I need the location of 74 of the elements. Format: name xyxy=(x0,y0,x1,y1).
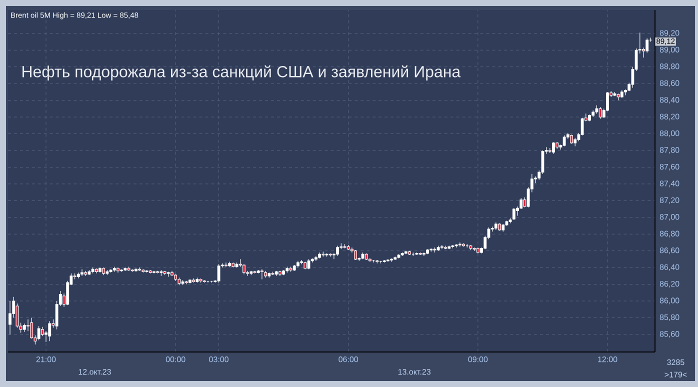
y-tick-label: 88,60 xyxy=(660,80,680,87)
y-tick-label: 87,00 xyxy=(660,214,680,221)
candlestick xyxy=(426,248,429,254)
y-tick-label: 87,40 xyxy=(660,180,680,188)
candlestick xyxy=(188,278,192,284)
y-tick-label: 88,20 xyxy=(660,114,680,120)
candlestick xyxy=(170,270,174,276)
x-tick-label: 06:00 xyxy=(338,356,358,362)
candlestick xyxy=(145,270,148,273)
y-tick-label: 88,00 xyxy=(660,130,680,138)
y-tick-label: 86,60 xyxy=(660,248,680,254)
candlestick xyxy=(292,264,296,272)
candlestick xyxy=(422,252,426,256)
candlestick xyxy=(552,142,555,154)
candlestick xyxy=(314,256,318,262)
text: Нефть подорожала из-за санкций США и заявлений Ирана xyxy=(22,65,461,81)
candlestick xyxy=(476,247,480,254)
candlestick xyxy=(458,242,462,247)
candlestick xyxy=(394,256,397,260)
y-tick-label: 85,80 xyxy=(660,314,680,322)
x-tick-label: 21:00 xyxy=(36,356,56,362)
candlestick xyxy=(354,250,358,260)
candlestick xyxy=(588,114,591,122)
x-tick-label: 12:00 xyxy=(598,356,618,362)
candlestick xyxy=(134,268,138,272)
text: 12.окт.23 xyxy=(78,368,111,375)
candlestick xyxy=(541,150,544,174)
candlestick xyxy=(386,258,390,262)
candlestick xyxy=(512,208,516,220)
candlestick xyxy=(336,246,340,256)
y-tick-label: 87,80 xyxy=(660,147,680,154)
candlestick xyxy=(570,134,573,144)
y-tick-label: 87,20 xyxy=(660,197,680,204)
text: >179< xyxy=(664,372,687,378)
y-tick-label: 86,00 xyxy=(660,298,680,304)
candlestick xyxy=(397,254,400,259)
candlestick xyxy=(152,270,156,274)
y-tick-label: 87,60 xyxy=(660,164,680,171)
candlestick xyxy=(498,222,501,232)
candlestick xyxy=(404,250,408,254)
candlestick xyxy=(556,142,559,150)
x-tick-label: 00:00 xyxy=(166,356,186,362)
candlestick xyxy=(116,267,120,273)
y-tick-label: 86,20 xyxy=(660,280,680,288)
y-tick-label: 85,60 xyxy=(660,331,680,338)
y-tick-label: 86,40 xyxy=(660,264,680,271)
x-tick-label: 03:00 xyxy=(209,356,228,362)
y-tick-label: 88,80 xyxy=(660,64,680,70)
candlestick xyxy=(8,300,12,335)
candlestick xyxy=(260,268,264,280)
candlestick xyxy=(98,267,102,273)
text: 13.окт.23 xyxy=(398,368,431,375)
candlestick xyxy=(232,262,235,268)
candlestick xyxy=(440,244,444,250)
candlestick xyxy=(242,264,246,275)
y-tick-label: 88,40 xyxy=(660,96,680,104)
candlestick xyxy=(264,270,268,278)
candlestick xyxy=(400,252,404,256)
candlestick xyxy=(296,260,300,268)
candlestick xyxy=(278,270,282,276)
candlestick xyxy=(80,268,84,276)
text: 3285 xyxy=(667,359,684,366)
candlestick xyxy=(382,260,386,263)
candlestick xyxy=(390,258,393,262)
candlestick xyxy=(109,268,112,273)
y-tick-label: 89,00 xyxy=(660,46,680,54)
candlestick xyxy=(124,267,127,272)
candlestick xyxy=(300,260,304,264)
y-tick-label: 89,20 xyxy=(660,30,680,37)
candlestick xyxy=(520,198,523,210)
candlestick xyxy=(318,252,322,259)
y-tick-label: 86,80 xyxy=(660,230,680,238)
x-tick-label: 09:00 xyxy=(468,356,488,362)
candlestick xyxy=(282,270,286,276)
